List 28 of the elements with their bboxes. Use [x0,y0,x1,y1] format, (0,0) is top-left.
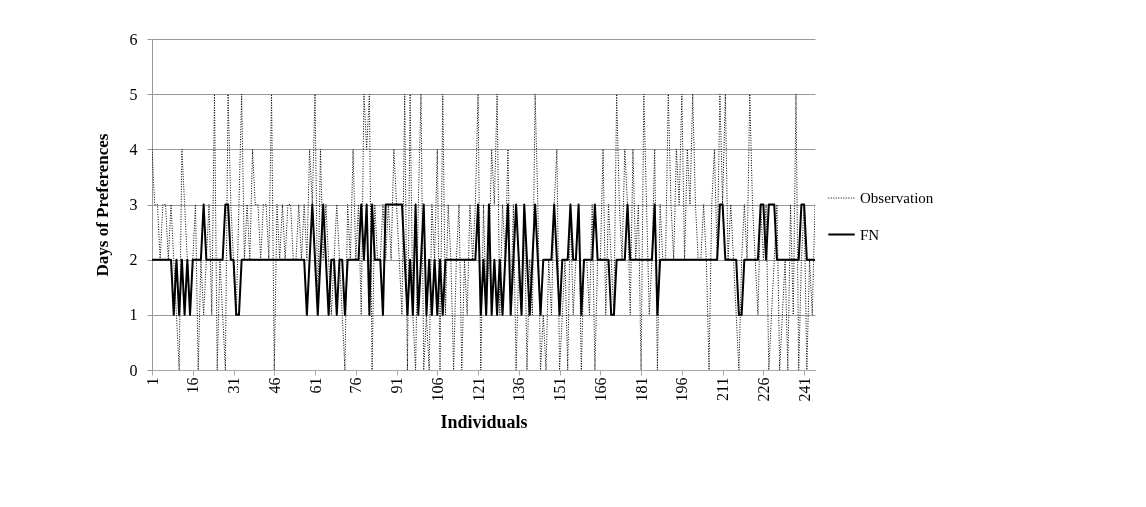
legend-label: FN [860,226,880,243]
x-tick-label: 91 [388,377,406,394]
x-tick-label: 241 [795,377,813,402]
x-axis-title: Individuals [440,411,528,432]
y-tick-label: 2 [129,251,138,269]
x-tick-label: 151 [551,377,569,402]
x-tick-label: 76 [347,377,365,394]
x-tick-label: 211 [714,377,732,401]
x-tick-label: 61 [306,377,324,394]
x-tick-label: 121 [469,377,487,402]
x-tick-label: 226 [754,377,772,402]
y-tick-label: 1 [129,306,138,324]
y-tick-label: 4 [129,140,138,158]
x-tick-label: 1 [143,377,161,386]
x-tick-label: 166 [591,377,609,402]
y-tick-label: 0 [129,361,138,379]
x-tick-label: 181 [632,377,650,402]
y-tick-label: 6 [129,30,138,48]
x-tick-label: 106 [428,377,446,402]
x-tick-label: 136 [510,377,528,402]
y-tick-label: 3 [129,196,138,213]
y-tick-label: 5 [129,85,138,103]
x-tick-label: 46 [265,377,283,394]
legend-label: Observation [860,190,934,206]
y-axis-title: Days of Preferences [92,133,112,277]
x-tick-label: 16 [184,377,202,394]
x-tick-label: 31 [225,377,243,394]
x-tick-label: 196 [673,377,691,402]
